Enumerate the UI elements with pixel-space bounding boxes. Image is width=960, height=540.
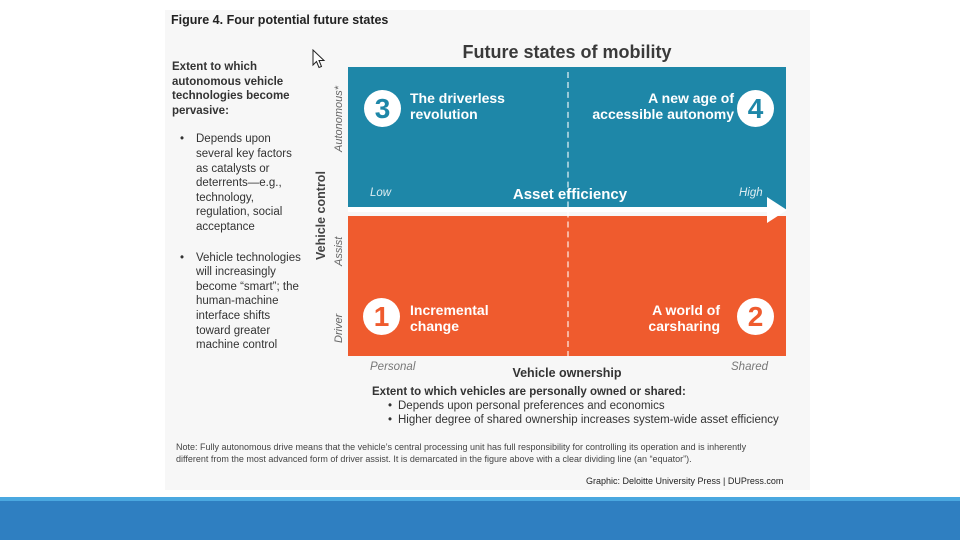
ownership-bullet: Higher degree of shared ownership increa…	[388, 413, 792, 427]
quadrant-3-number: 3	[364, 90, 401, 127]
arrow-head-icon	[767, 197, 787, 223]
ownership-lead: Extent to which vehicles are personally …	[372, 386, 686, 398]
quadrant-1-number: 1	[363, 298, 400, 335]
quadrant-4-label-line: accessible autonomy	[592, 106, 734, 122]
left-explanation: Extent to which autonomous vehicle techn…	[172, 60, 307, 369]
footer-bar	[0, 497, 960, 540]
high-label: High	[739, 187, 763, 199]
quadrant-1-label-line: change	[410, 318, 460, 334]
vehicle-control-label: Vehicle control	[314, 171, 328, 260]
assist-label: Assist	[333, 236, 345, 266]
quadrant-4-label-line: A new age of	[648, 90, 734, 106]
figure-credit: Graphic: Deloitte University Press | DUP…	[586, 476, 784, 486]
left-bullet: Depends upon several key factors as cata…	[180, 132, 307, 234]
quadrant-2-label: A world of carsharing	[648, 302, 720, 334]
footer-stripe	[0, 497, 960, 501]
figure-title: Figure 4. Four potential future states	[171, 13, 389, 27]
quadrant-3-label-line: The driverless	[410, 90, 505, 106]
ownership-divider	[567, 72, 569, 357]
personal-label: Personal	[370, 361, 416, 373]
quadrant-3-label-line: revolution	[410, 106, 478, 122]
driver-label: Driver	[333, 313, 345, 343]
left-bullets: Depends upon several key factors as cata…	[172, 132, 307, 352]
figure-note: Note: Fully autonomous drive means that …	[176, 442, 747, 464]
diagram-title: Future states of mobility	[462, 42, 672, 62]
low-label: Low	[370, 187, 392, 199]
quadrant-4-number: 4	[737, 90, 774, 127]
quadrant-4-label: A new age of accessible autonomy	[592, 90, 734, 122]
ownership-explanation: Extent to which vehicles are personally …	[372, 385, 792, 427]
asset-efficiency-label: Asset efficiency	[512, 186, 628, 203]
quadrant-2-number: 2	[737, 298, 774, 335]
asset-efficiency-arrow	[348, 207, 768, 212]
vehicle-ownership-label: Vehicle ownership	[512, 366, 622, 380]
quadrant-3-label: The driverless revolution	[410, 90, 505, 122]
quadrant-1-label-line: Incremental	[410, 302, 489, 318]
autonomous-label: Autonomous*	[333, 85, 345, 152]
quadrant-1-label: Incremental change	[410, 302, 489, 334]
ownership-bullets: Depends upon personal preferences and ec…	[372, 399, 792, 427]
left-bullet: Vehicle technologies will increasingly b…	[180, 251, 307, 353]
quadrant-2-label-line: carsharing	[648, 318, 720, 334]
shared-label: Shared	[731, 361, 769, 373]
ownership-bullet: Depends upon personal preferences and ec…	[388, 399, 792, 413]
quadrant-2-label-line: A world of	[652, 302, 720, 318]
mouse-pointer-icon	[312, 49, 326, 69]
left-lead: Extent to which autonomous vehicle techn…	[172, 61, 290, 117]
